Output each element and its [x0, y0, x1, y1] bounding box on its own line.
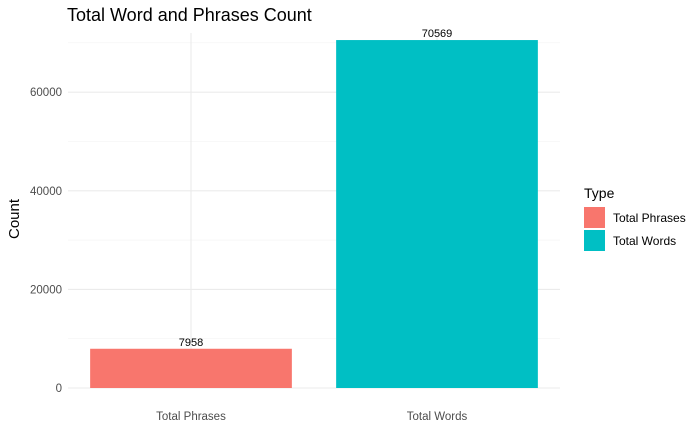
y-tick-label: 20000 — [30, 284, 62, 296]
y-tick-label: 60000 — [30, 87, 62, 99]
legend: Type Total Phrases Total Words — [584, 185, 686, 251]
y-axis-ticks: 0 20000 40000 60000 — [30, 87, 62, 395]
bar-total-phrases — [90, 348, 292, 388]
legend-label: Total Phrases — [613, 211, 686, 225]
y-tick-label: 0 — [56, 383, 62, 395]
x-tick-label: Total Words — [407, 411, 468, 423]
legend-label: Total Words — [613, 234, 676, 248]
legend-swatch — [584, 230, 605, 251]
chart-title: Total Word and Phrases Count — [67, 5, 312, 25]
legend-title: Type — [584, 185, 615, 201]
bars — [90, 40, 538, 388]
data-labels: 7958 70569 — [179, 28, 453, 349]
x-tick-label: Total Phrases — [156, 411, 226, 423]
x-axis-ticks: Total Phrases Total Words — [156, 411, 467, 423]
bar-total-words — [336, 40, 538, 388]
data-label: 70569 — [422, 28, 453, 40]
y-tick-label: 40000 — [30, 186, 62, 198]
legend-swatch — [584, 207, 605, 228]
data-label: 7958 — [179, 337, 203, 349]
y-axis-title: Count — [6, 198, 23, 239]
